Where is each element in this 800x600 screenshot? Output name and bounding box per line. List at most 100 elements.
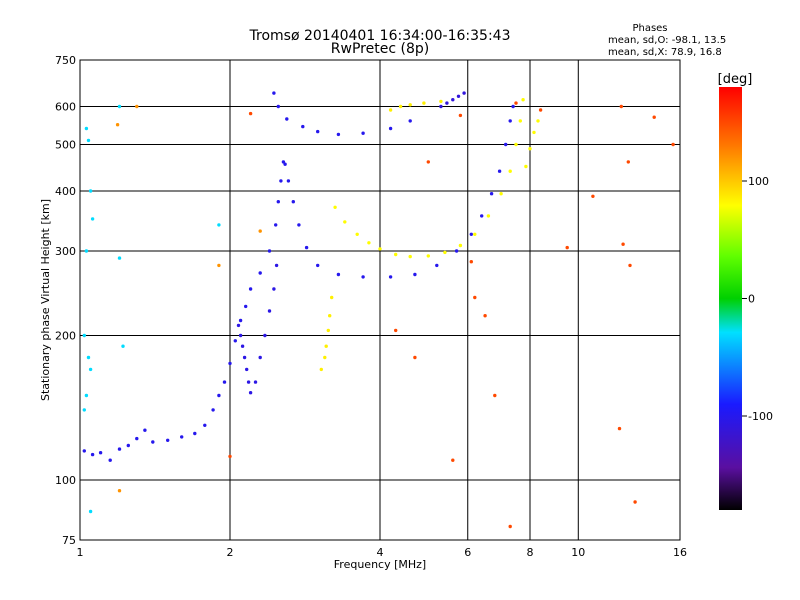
data-point [86, 355, 91, 360]
data-point [82, 449, 87, 453]
data-point [473, 295, 477, 300]
data-point [619, 104, 623, 109]
data-point [628, 263, 632, 268]
data-point [135, 104, 139, 109]
data-point [388, 126, 393, 131]
data-point [297, 223, 301, 227]
data-point [258, 271, 262, 275]
data-point [439, 99, 443, 104]
x-tick-label: 10 [571, 546, 585, 559]
plot-frame [79, 59, 681, 541]
data-point [98, 451, 103, 455]
data-point [456, 94, 461, 99]
data-point [378, 247, 382, 251]
data-point [426, 160, 430, 164]
data-point [117, 447, 122, 451]
colorbar-tick-label: 100 [748, 175, 769, 188]
data-point [451, 98, 455, 102]
data-point [88, 189, 93, 193]
data-point [408, 119, 412, 123]
data-point [301, 124, 305, 129]
data-point [398, 104, 403, 109]
data-point [483, 314, 487, 318]
data-point [521, 98, 525, 102]
data-point [86, 138, 91, 143]
data-point [267, 309, 272, 313]
data-point [233, 339, 237, 343]
data-point [276, 200, 280, 204]
data-point [316, 263, 320, 268]
data-point [458, 113, 463, 118]
data-point [245, 367, 249, 372]
data-point [408, 103, 412, 107]
data-point [319, 367, 323, 372]
data-point [274, 223, 278, 227]
data-point [514, 142, 518, 147]
data-point [228, 361, 232, 366]
data-point [511, 104, 515, 109]
data-point [90, 217, 95, 221]
data-point [439, 104, 443, 109]
data-point [180, 435, 184, 439]
data-point [274, 263, 279, 268]
data-point [626, 160, 630, 164]
data-point [236, 323, 241, 328]
data-point [343, 220, 347, 224]
data-point [286, 179, 291, 183]
data-point [88, 509, 93, 514]
data-point [394, 328, 398, 333]
data-point [217, 223, 221, 227]
data-point [336, 132, 341, 137]
data-point [326, 328, 330, 333]
data-point [316, 129, 320, 134]
colorbar [719, 87, 742, 510]
data-point [435, 263, 439, 268]
y-tick-label: 500 [55, 139, 76, 152]
x-tick-label: 16 [673, 546, 687, 559]
x-tick-labels: 1 2 4 6 8 10 16 [77, 546, 688, 559]
data-point [413, 355, 417, 360]
data-point [652, 115, 656, 119]
data-point [84, 393, 89, 398]
data-point [489, 192, 494, 196]
data-point [413, 272, 417, 277]
data-point [671, 142, 675, 147]
data-point [469, 232, 473, 236]
colorbar-tick-label: -100 [748, 410, 773, 423]
data-point [117, 489, 122, 493]
data-point [524, 164, 528, 169]
data-point [272, 91, 276, 95]
data-point [336, 272, 341, 277]
data-point [355, 232, 359, 236]
colorbar-label: [deg] [718, 72, 753, 87]
data-point [217, 263, 221, 268]
y-tick-label: 100 [55, 474, 76, 487]
data-point [367, 241, 371, 245]
y-tick-label: 75 [62, 534, 76, 547]
data-point [222, 380, 227, 384]
data-point [228, 454, 232, 459]
data-point [283, 162, 287, 166]
data-point [497, 169, 502, 173]
x-tick-label: 8 [527, 546, 534, 559]
data-point [82, 408, 87, 412]
data-point [504, 142, 508, 147]
data-point [445, 101, 449, 105]
data-point [108, 458, 112, 462]
phase-info-o: mean, sd,O: -98.1, 13.5 [608, 35, 726, 46]
data-point [633, 500, 637, 504]
data-point [166, 438, 170, 442]
data-point [518, 119, 522, 123]
data-point [135, 436, 139, 441]
data-point [279, 179, 283, 183]
data-point [90, 452, 95, 457]
data-point [536, 119, 540, 123]
data-point [443, 250, 447, 255]
data-point [388, 275, 393, 279]
data-point [211, 408, 215, 412]
data-point [217, 393, 221, 398]
data-point [238, 333, 243, 338]
data-point [508, 524, 512, 529]
data-point [258, 229, 262, 233]
